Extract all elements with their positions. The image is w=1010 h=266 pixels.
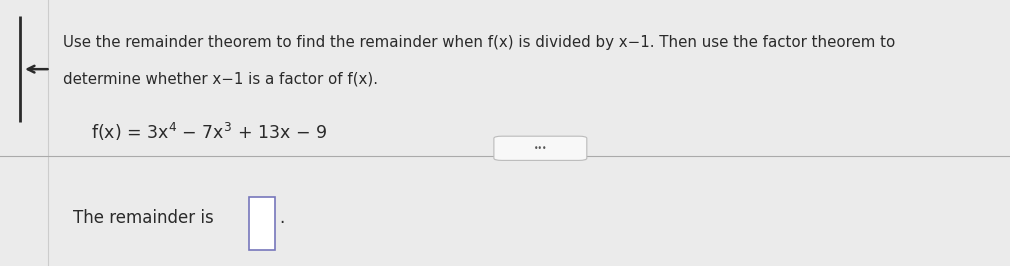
FancyBboxPatch shape xyxy=(494,136,587,160)
FancyBboxPatch shape xyxy=(249,197,275,250)
Text: Use the remainder theorem to find the remainder when f(x) is divided by x−1. The: Use the remainder theorem to find the re… xyxy=(63,35,895,49)
Text: f(x) = 3x$^4$ $-$ 7x$^3$ + 13x $-$ 9: f(x) = 3x$^4$ $-$ 7x$^3$ + 13x $-$ 9 xyxy=(91,121,327,143)
Text: •••: ••• xyxy=(533,144,547,153)
Text: The remainder is: The remainder is xyxy=(73,209,213,227)
Text: .: . xyxy=(279,209,284,227)
Text: determine whether x−1 is a factor of f(x).: determine whether x−1 is a factor of f(x… xyxy=(63,72,378,87)
